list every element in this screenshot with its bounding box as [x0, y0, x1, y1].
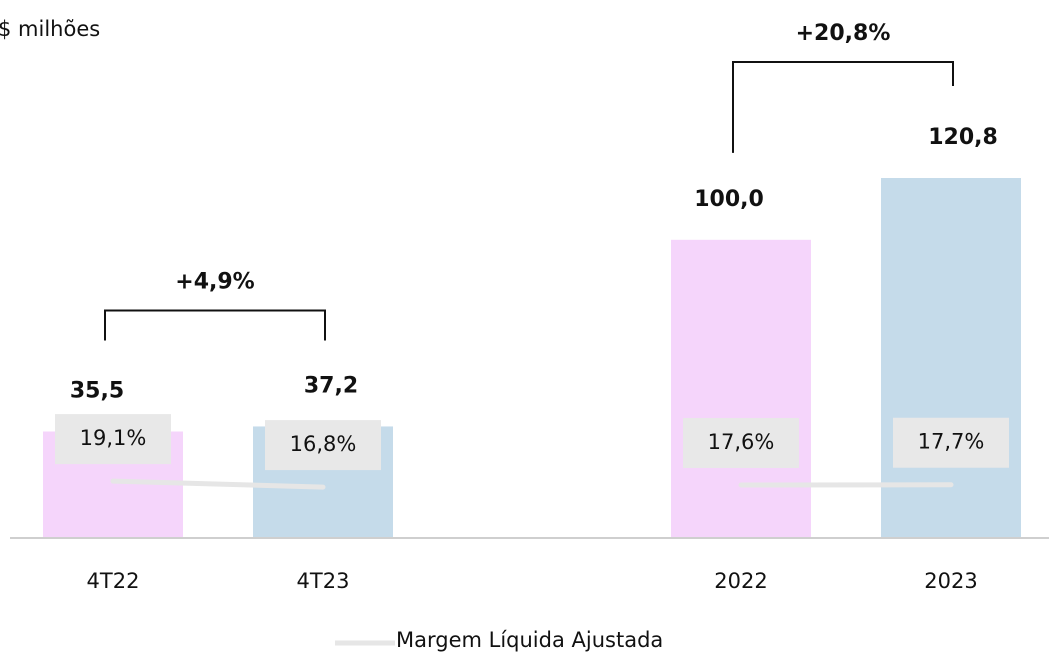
- margin-label: 19,1%: [80, 426, 147, 450]
- value-label: 37,2: [304, 373, 358, 398]
- value-label: 120,8: [928, 125, 998, 150]
- x-tick-label: 4T23: [297, 569, 350, 593]
- bar: [881, 178, 1021, 537]
- x-tick-label: 4T22: [87, 569, 140, 593]
- x-tick-label: 2023: [924, 569, 977, 593]
- margin-line: [110, 478, 326, 490]
- x-tick-label: 2022: [714, 569, 767, 593]
- legend-label: Margem Líquida Ajustada: [396, 628, 663, 652]
- margin-label: 17,7%: [918, 430, 985, 454]
- growth-annotation: +20,8%: [796, 21, 891, 46]
- bar: [671, 239, 811, 537]
- margin-label-box: [893, 417, 1009, 468]
- chart-subtitle: $ milhões: [0, 17, 100, 41]
- margin-label-box: [683, 418, 799, 468]
- margin-label-box: [55, 414, 171, 465]
- margin-label: 16,8%: [290, 432, 357, 456]
- margin-label: 17,6%: [708, 430, 775, 454]
- margin-label-box: [265, 420, 381, 471]
- growth-bracket: [104, 309, 326, 341]
- value-label: 100,0: [694, 187, 764, 212]
- value-label: 35,5: [70, 378, 124, 403]
- growth-annotation: +4,9%: [175, 269, 254, 294]
- growth-bracket: [732, 61, 954, 153]
